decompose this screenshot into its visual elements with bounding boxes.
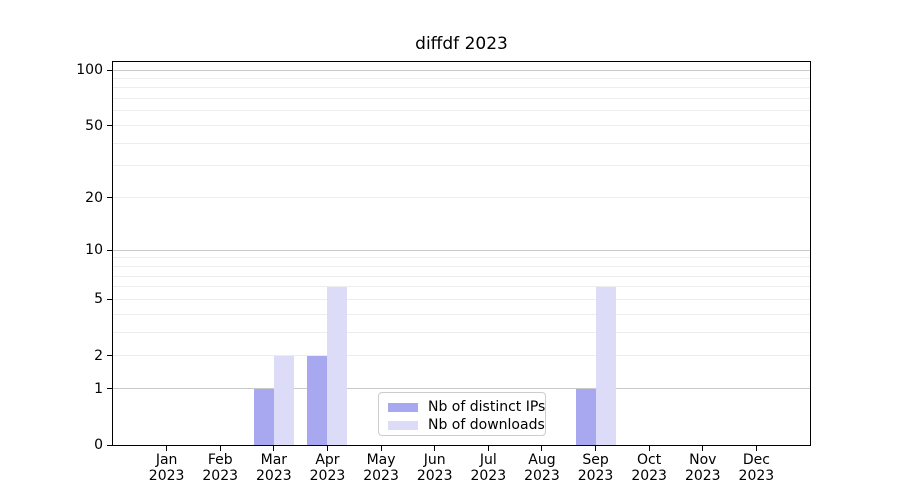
gridline (113, 355, 810, 357)
legend-item-distinct-ips: Nb of distinct IPs (388, 398, 545, 416)
legend-swatch-distinct-ips (388, 402, 418, 412)
y-tick-mark (107, 69, 112, 71)
x-tick-mark (326, 446, 328, 451)
bar-mar-distinct-ips (253, 388, 274, 445)
gridline (113, 249, 810, 251)
plot-area: Nb of distinct IPs Nb of downloads (112, 61, 811, 446)
gridline (113, 165, 810, 167)
y-tick-label: 1 (94, 380, 103, 397)
legend-swatch-downloads (388, 420, 418, 430)
x-tick-mark (273, 446, 275, 451)
gridline (113, 388, 810, 390)
legend-label-distinct-ips: Nb of distinct IPs (428, 399, 546, 415)
y-tick-label: 100 (76, 62, 103, 78)
x-tick-mark (648, 446, 650, 451)
y-tick-mark (107, 125, 112, 127)
y-tick-mark (107, 355, 112, 357)
gridline (113, 257, 810, 259)
x-tick-mark (166, 446, 168, 451)
bar-apr-downloads (327, 286, 348, 445)
y-tick-label: 2 (94, 347, 103, 364)
gridline (113, 69, 810, 71)
y-tick-label: 5 (94, 291, 103, 308)
legend-item-downloads: Nb of downloads (388, 416, 545, 434)
y-tick-mark (107, 388, 112, 390)
y-tick-mark (107, 298, 112, 300)
x-tick-label: Oct 2023 (631, 452, 667, 484)
y-tick-label: 10 (85, 242, 103, 259)
bar-sep-downloads (595, 286, 616, 445)
gridline (113, 98, 810, 100)
x-tick-mark (702, 446, 704, 451)
gridline (113, 331, 810, 333)
y-tick-label: 50 (85, 117, 103, 134)
x-tick-mark (755, 446, 757, 451)
x-tick-label: Dec 2023 (738, 452, 775, 484)
gridline (113, 197, 810, 199)
gridline (113, 125, 810, 127)
x-tick-mark (541, 446, 543, 451)
x-tick-label: Jan 2023 (148, 452, 185, 484)
gridline (113, 286, 810, 288)
gridline (113, 142, 810, 144)
gridline (113, 298, 810, 300)
x-tick-label: Sep 2023 (577, 452, 614, 484)
x-tick-label: Jul 2023 (470, 452, 507, 484)
legend-label-downloads: Nb of downloads (428, 417, 545, 433)
y-tick-label: 20 (85, 189, 103, 206)
legend: Nb of distinct IPs Nb of downloads (378, 392, 546, 436)
x-tick-label: Nov 2023 (684, 452, 721, 484)
chart-title: diffdf 2023 (415, 34, 508, 54)
bar-mar-downloads (273, 355, 294, 445)
x-tick-label: May 2023 (363, 452, 399, 484)
gridline (113, 87, 810, 89)
bar-apr-distinct-ips (307, 355, 328, 445)
x-tick-label: Jun 2023 (416, 452, 453, 484)
x-tick-label: Aug 2023 (524, 452, 560, 484)
y-tick-mark (107, 444, 112, 446)
gridline (113, 77, 810, 79)
y-tick-mark (107, 197, 112, 199)
x-tick-mark (380, 446, 382, 451)
x-tick-mark (487, 446, 489, 451)
gridline (113, 313, 810, 315)
x-tick-label: Feb 2023 (202, 452, 239, 484)
gridline (113, 275, 810, 277)
bar-sep-distinct-ips (575, 388, 596, 445)
x-tick-mark (219, 446, 221, 451)
x-tick-label: Apr 2023 (309, 452, 346, 484)
x-tick-label: Mar 2023 (256, 452, 292, 484)
y-tick-mark (107, 249, 112, 251)
gridline (113, 110, 810, 112)
y-tick-label: 0 (94, 437, 103, 453)
x-tick-mark (595, 446, 597, 451)
x-tick-mark (434, 446, 436, 451)
gridline (113, 265, 810, 267)
